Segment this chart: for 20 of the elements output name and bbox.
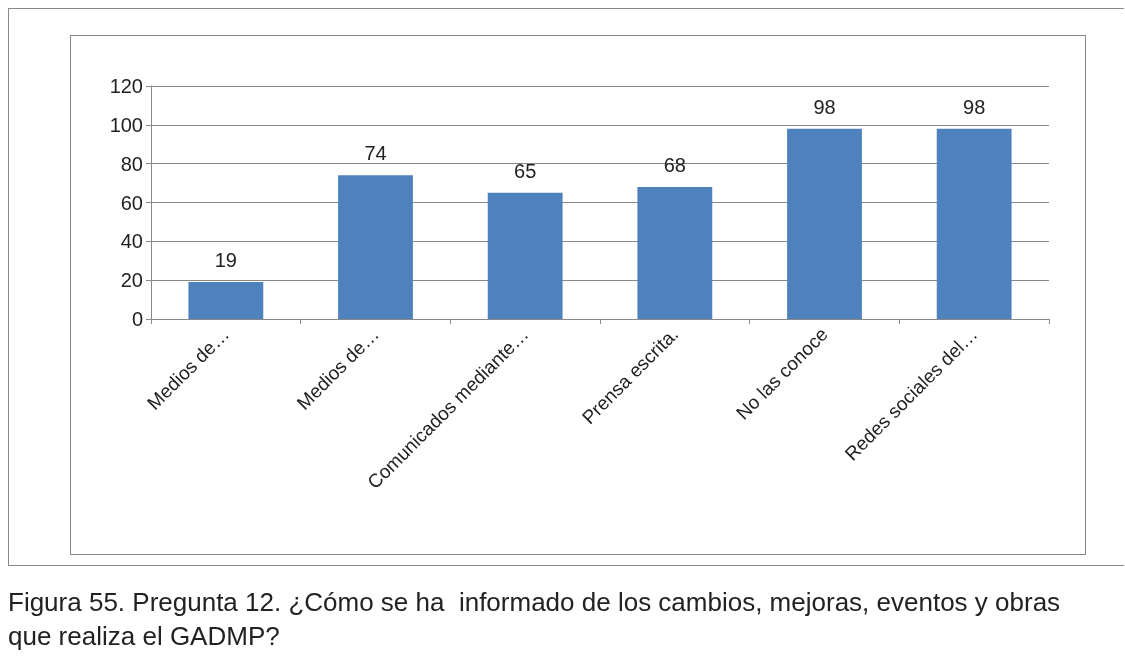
y-tick-label: 120 <box>109 75 143 97</box>
bar <box>338 175 413 319</box>
y-tick-label: 20 <box>120 269 143 292</box>
bar <box>936 128 1012 319</box>
y-tick-label: 40 <box>120 230 143 253</box>
data-label: 98 <box>813 95 836 118</box>
text: Figura 55. Pregunta 12. ¿Cómo se ha informado de los cambios, mejoras, eventos y obras que realiza el GADMP? <box>8 586 1062 653</box>
data-label: 74 <box>364 142 387 165</box>
data-label: 65 <box>514 159 537 182</box>
y-tick-label: 60 <box>120 191 143 214</box>
y-tick-label: 80 <box>120 152 143 175</box>
bar <box>787 128 862 319</box>
data-label: 98 <box>963 95 986 118</box>
y-tick-label: 100 <box>109 113 143 136</box>
bar <box>188 282 264 319</box>
bar <box>487 192 563 319</box>
data-label: 19 <box>214 249 237 272</box>
data-label: 68 <box>663 153 686 176</box>
y-tick-label: 0 <box>131 308 143 330</box>
bar <box>637 186 713 319</box>
